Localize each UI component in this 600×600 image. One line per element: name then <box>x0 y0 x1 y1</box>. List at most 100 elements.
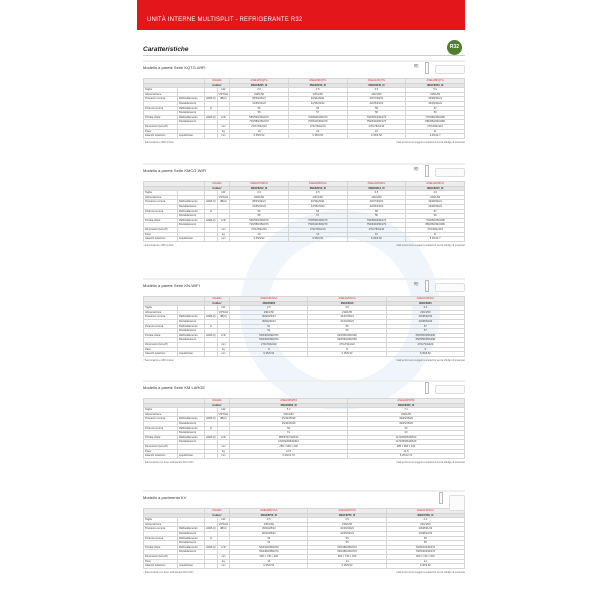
spec-value: 6.35/9.52 <box>229 563 309 569</box>
section-footer: ¹ Telecomando e WIFI inclusi I dati tecni… <box>143 141 465 144</box>
spec-value: 6.35/9.52 <box>229 133 289 139</box>
remote-control-icon <box>439 492 443 504</box>
section-title: Modello a parete Serie KQTG-WIFI <box>143 60 465 70</box>
table-row: Alimentazione V/Ph/Hz 230/1/50 230/1/50 230/… <box>143 194 465 201</box>
row-label: Attacchi tubazioni <box>143 133 178 139</box>
product-section: Modello a parete Serie KM LARGE Modello AS… <box>143 380 465 464</box>
row-level <box>204 563 218 569</box>
spec-value: 6.35/9.52 <box>385 351 466 357</box>
code-row: Codice¹ 3NGF8212_I0 3NGF8213_I0 3NGF8214_I0… <box>143 185 465 192</box>
row-unit: mm <box>216 133 231 139</box>
code-row: Codice¹ 3NGF8750_I0 3NGF8755_I0 3NGF8760_I0 <box>143 512 466 519</box>
section-footer: ¹ Telecomando con timer settimanale INCL… <box>143 461 465 464</box>
table-row: Attacchi tubazioni Liquido/Gas mm 6.35/9.52… <box>143 133 465 139</box>
product-section: Modello a pavimento KV Modello AGEH09KVCA A… <box>143 490 466 574</box>
row-level: H/M/L/Q <box>204 544 218 551</box>
product-section: Modello a parete Serie KN-WIFI ≋ Modello AS… <box>143 278 466 362</box>
footnote: ¹ Telecomando con timer settimanale INCL… <box>143 460 194 464</box>
wall-unit-icon <box>435 65 465 74</box>
row-unit: mm <box>216 236 231 242</box>
row-unit: V/Ph/Hz <box>216 309 231 316</box>
product-section: Modello a parete Serie KQTG-WIFI ≋ Modello… <box>143 60 465 144</box>
wifi-icon: ≋ <box>413 166 419 173</box>
section-title: Modello a parete Serie KN-WIFI <box>143 278 465 288</box>
row-level: H/M/L/Q <box>204 114 218 121</box>
spec-table: Modello ASEH09KNCA ASEH12KNCA ASEH14KNCA Cod… <box>143 296 466 357</box>
row-unit: V/Ph/Hz <box>216 194 231 201</box>
row-unit: V/Ph/Hz <box>216 411 231 418</box>
row-level <box>204 453 218 459</box>
row-sublabel: Liquido/Gas <box>177 563 205 569</box>
page-heading: Caratteristiche <box>143 46 465 56</box>
row-unit: mm <box>216 453 231 459</box>
spec-value: 6.35/9.52 <box>287 236 348 242</box>
footnote: ¹ Telecomando e WIFI inclusi <box>143 358 174 362</box>
table-row: Potenza sonora Raffreddamento H 52 55 56 <box>143 535 466 542</box>
model-row: Modello ASEH18KMTA ASEH24KMTA <box>143 398 465 404</box>
remote-control-icon <box>425 280 429 292</box>
spec-table: Modello ASEH07KQTG ASEH09KQTG ASEH12KQTG ASE… <box>143 78 465 139</box>
row-label: Attacchi tubazioni <box>143 351 178 357</box>
section-footer: ¹ Telecomando con timer settimanale INCL… <box>143 571 465 574</box>
section-icons: ≋ <box>413 62 465 74</box>
page-header-banner: UNITÀ INTERNE MULTISPLIT - REFRIGERANTE … <box>137 0 465 30</box>
r32-badge: R32 <box>447 40 462 55</box>
section-title: Modello a parete Serie KM LARGE <box>143 380 465 390</box>
floor-unit-icon <box>449 495 465 511</box>
wifi-icon: ≋ <box>413 63 419 70</box>
row-label: Attacchi tubazioni <box>143 563 178 569</box>
disclaimer: I dati tecnici sono soggetti a variazion… <box>395 358 465 362</box>
row-level: H/M/L/Q <box>204 217 218 224</box>
spec-table: Modello AGEH09KVCA AGEH12KVCA AGEH14KVCA Cod… <box>143 508 466 569</box>
row-level: H/M/L/Q <box>204 314 218 320</box>
row-level <box>204 351 218 357</box>
section-title: Modello a parete Serie KMCG-WIFI <box>143 163 465 173</box>
row-sublabel: Liquido/Gas <box>177 236 205 242</box>
table-row: Attacchi tubazioni Liquido/Gas mm 6.35/9.52… <box>143 563 466 569</box>
footnote: ¹ Telecomando e WIFI inclusi <box>143 243 174 247</box>
spec-value: 6.35/9.52 <box>346 133 407 139</box>
spec-table: Modello ASEH18KMTA ASEH24KMTA Codice¹ 3NGF82… <box>143 398 465 459</box>
table-row: Pressione sonora Raffreddamento H/M/L/Q dB(… <box>143 199 465 205</box>
spec-value: 6.35/12.7 <box>405 133 465 139</box>
disclaimer: I dati tecnici sono soggetti a variazion… <box>395 460 465 464</box>
footnote: ¹ Telecomando e WIFI inclusi <box>143 140 174 144</box>
disclaimer: I dati tecnici sono soggetti a variazion… <box>395 570 465 574</box>
row-unit: V/Ph/Hz <box>216 521 231 528</box>
spec-value: 6.35/9.52 <box>307 351 387 357</box>
page-header-title: UNITÀ INTERNE MULTISPLIT - REFRIGERANTE … <box>147 17 303 23</box>
row-level: H/M/L/Q <box>204 526 218 532</box>
row-sublabel: Liquido/Gas <box>177 133 205 139</box>
spec-value: 6.35/12.7 <box>405 236 465 242</box>
wall-unit-icon <box>435 283 465 292</box>
row-level: H/M/L/Q <box>204 434 218 441</box>
disclaimer: I dati tecnici sono soggetti a variazion… <box>395 140 465 144</box>
spec-value: 6.35/12.70 <box>347 453 465 459</box>
disclaimer: I dati tecnici sono soggetti a variazion… <box>395 243 465 247</box>
section-title: Modello a pavimento KV <box>143 490 465 500</box>
table-row: Portata d'aria Raffreddamento H/M/L/Q m³/h 5… <box>143 332 466 339</box>
remote-control-icon <box>425 62 429 74</box>
table-row: Riscaldamento 720/580/450/270 750/640/450/… <box>143 222 465 228</box>
row-unit: V/Ph/Hz <box>216 91 231 98</box>
model-row: Modello AGEH09KVCA AGEH12KVCA AGEH14KVCA <box>143 508 466 514</box>
row-unit: mm <box>216 351 231 357</box>
table-row: Attacchi tubazioni Liquido/Gas mm 6.35/12.7… <box>143 453 465 459</box>
section-footer: ¹ Telecomando e WIFI inclusi I dati tecni… <box>143 244 465 247</box>
row-level: H/M/L/Q <box>204 332 218 339</box>
row-level: H/M/L/Q <box>204 416 218 422</box>
wifi-icon: ≋ <box>413 281 419 288</box>
row-level: H/M/L/Q <box>204 199 218 205</box>
spec-value: 6.35/9.52 <box>385 563 466 569</box>
section-icons <box>425 382 465 394</box>
wall-unit-icon <box>435 168 465 177</box>
remote-control-icon <box>425 165 429 177</box>
row-label: Attacchi tubazioni <box>143 236 178 242</box>
section-icons: ≋ <box>413 280 465 292</box>
table-row: Attacchi tubazioni Liquido/Gas mm 6.35/9.52… <box>143 236 465 242</box>
product-section: Modello a parete Serie KMCG-WIFI ≋ Modello… <box>143 163 465 247</box>
row-level: H/M/L/Q <box>204 96 218 102</box>
spec-value: 6.35/12.70 <box>229 453 349 459</box>
wall-unit-icon <box>435 385 465 394</box>
spec-table: Modello ASEH07KMCG ASEH09KMCG ASEH12KMCG ASE… <box>143 181 465 242</box>
